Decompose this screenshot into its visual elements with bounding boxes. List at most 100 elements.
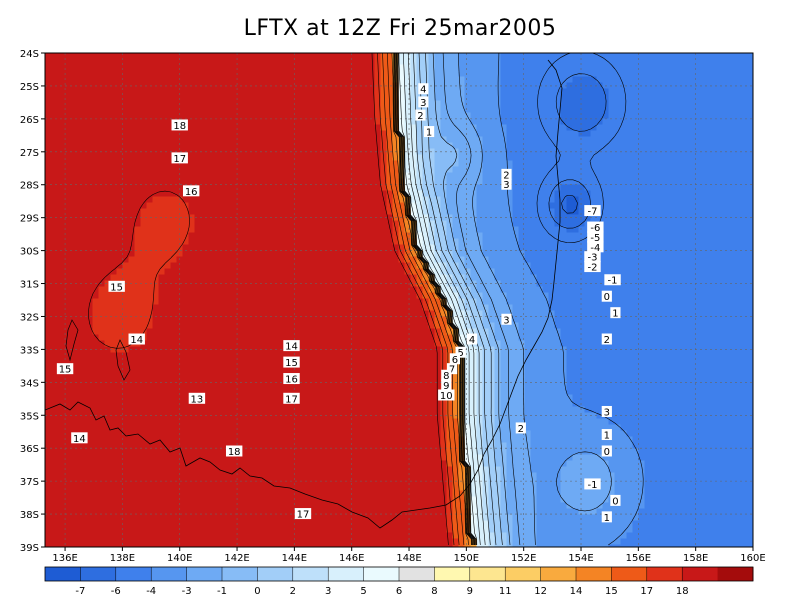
contour-label: 18 [225,445,243,458]
contour-label: 18 [171,119,188,132]
contour-label: 3 [601,405,612,418]
lon-tick-label: 156E [626,553,651,564]
colorbar-label: -1 [217,586,227,597]
colorbar-swatch [186,567,223,581]
contour-line [398,53,477,546]
contour-label: 13 [188,392,206,405]
colorbar-swatch [80,567,117,581]
colorbar-swatch [717,567,754,581]
colorbar-label: 12 [534,586,547,597]
colorbar-label: 9 [467,586,473,597]
contour-line [548,73,607,229]
lon-tick-label: 150E [454,553,479,564]
lon-tick-label: 160E [740,553,765,564]
contour-label: 1 [610,307,621,320]
lat-tick-label: 35S [20,411,39,422]
contour-line [88,53,449,546]
colorbar-label: 14 [570,586,583,597]
lat-tick-label: 32S [20,312,39,323]
colorbar-swatch [646,567,683,581]
colorbar-label: 11 [499,586,512,597]
lon-tick-label: 158E [683,553,708,564]
lat-tick-label: 34S [20,378,39,389]
lat-tick-label: 31S [20,280,39,291]
colorbar-swatch [292,567,329,581]
colorbar-swatch [469,567,506,581]
contour-label: -1 [604,274,621,287]
contour-label: 3 [501,178,512,191]
lat-tick-label: 30S [20,247,39,258]
contour-line [398,53,478,546]
contour-label: 0 [601,290,612,303]
contour-line [536,53,627,243]
contour-label: 16 [182,185,200,198]
lon-tick-label: 140E [167,553,192,564]
coastline [45,59,563,529]
contour-label: 4 [418,83,429,96]
colorbar-label: 17 [640,586,653,597]
contour-line [391,53,469,546]
lon-tick-label: 154E [568,553,593,564]
colorbar-swatch [151,567,188,581]
contour-label: 17 [171,152,188,165]
contour-line [397,53,476,545]
contour-label: -3 [584,251,601,264]
contour-line [425,53,503,546]
contour-label: 2 [415,109,426,122]
contour-label: 5 [455,346,466,359]
colorbar-swatch [115,567,152,581]
lat-tick-label: 33S [20,345,39,356]
contour-label: 1 [601,511,612,524]
contour-label: 0 [610,494,621,507]
lon-tick-label: 148E [396,553,421,564]
contour-line [432,53,511,546]
contour-label: 15 [56,363,74,376]
lon-tick-label: 136E [52,553,77,564]
lon-tick-label: 144E [282,553,307,564]
lat-tick-label: 26S [20,115,39,126]
contour-label: 7 [446,363,458,376]
colorbar-swatch [576,567,612,581]
colorbar-label: -4 [146,586,156,597]
axes: 24S 25S 26S 27S 28S 29S 30S 31S 32S 33S 34S 35S 36S 3… [20,49,766,564]
lon-tick-label: 138E [110,553,135,564]
contour-labels: 1817161514151314181415161717432123-7-6-5… [56,83,621,524]
contour-label: 1 [601,429,612,442]
lat-tick-label: 36S [20,444,39,455]
contour-label: 17 [294,508,312,521]
contour-label: 10 [438,389,455,402]
contour-label: 1 [423,126,435,139]
contour-label: -1 [584,478,601,491]
contour-line [393,53,473,546]
contour-line [403,53,481,546]
contour-label: 17 [283,392,300,405]
contour-label: 16 [283,373,300,386]
contour-line [442,53,521,546]
colorbar-swatch [399,567,435,581]
contour-label: 3 [418,96,429,109]
colorbar-swatch [363,567,400,581]
lat-tick-label: 38S [20,510,39,521]
colorbar-swatch [434,567,471,581]
contour-label: 3 [501,313,512,326]
colorbar-swatch [45,567,81,581]
colorbar-label: 18 [676,586,689,597]
lat-tick-label: 39S [20,543,39,554]
colorbar-label: 6 [396,586,402,597]
plot-frame [44,52,754,548]
contour-label: 9 [441,379,452,392]
lat-tick-label: 24S [20,49,39,60]
colorbar-label: 3 [325,586,331,597]
contour-label: 0 [601,445,612,458]
contour-line [394,53,473,546]
lon-tick-label: 142E [224,553,249,564]
lat-tick-label: 29S [20,214,39,225]
contour-label: -2 [584,261,601,274]
contour-line [561,195,578,214]
colorbar-label: 2 [290,586,296,597]
contour-line [395,53,474,546]
colorbar-swatch [505,567,542,581]
contour-line [396,53,475,545]
colorbar-swatch [328,567,365,581]
